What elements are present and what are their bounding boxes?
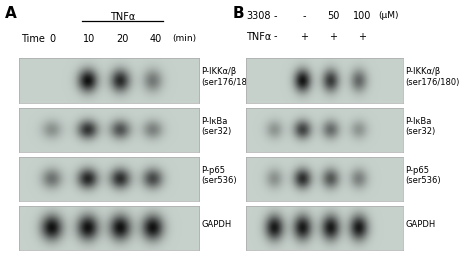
Text: -: - <box>274 11 277 21</box>
Text: 20: 20 <box>116 34 128 43</box>
Text: 100: 100 <box>353 11 372 21</box>
Text: -: - <box>274 32 277 41</box>
Text: P-p65
(ser536): P-p65 (ser536) <box>201 166 237 185</box>
Text: TNFα: TNFα <box>110 12 135 22</box>
Text: 0: 0 <box>49 34 55 43</box>
Text: 10: 10 <box>83 34 95 43</box>
Text: TNFα: TNFα <box>246 32 272 41</box>
Text: P-IKKα/β
(ser176/180): P-IKKα/β (ser176/180) <box>201 67 256 87</box>
Text: B: B <box>232 6 244 21</box>
Text: P-IκBa
(ser32): P-IκBa (ser32) <box>405 116 436 136</box>
Text: GAPDH: GAPDH <box>405 220 436 229</box>
Text: -: - <box>303 11 306 21</box>
Text: (min): (min) <box>173 34 197 43</box>
Text: P-p65
(ser536): P-p65 (ser536) <box>405 166 441 185</box>
Text: +: + <box>301 32 309 41</box>
Text: P-IκBa
(ser32): P-IκBa (ser32) <box>201 116 232 136</box>
Text: GAPDH: GAPDH <box>201 220 232 229</box>
Text: (μM): (μM) <box>379 11 399 20</box>
Text: 3308: 3308 <box>246 11 271 21</box>
Text: +: + <box>358 32 366 41</box>
Text: Time: Time <box>21 34 45 43</box>
Text: 50: 50 <box>328 11 340 21</box>
Text: A: A <box>5 6 17 21</box>
Text: 40: 40 <box>150 34 162 43</box>
Text: +: + <box>329 32 337 41</box>
Text: P-IKKα/β
(ser176/180): P-IKKα/β (ser176/180) <box>405 67 460 87</box>
